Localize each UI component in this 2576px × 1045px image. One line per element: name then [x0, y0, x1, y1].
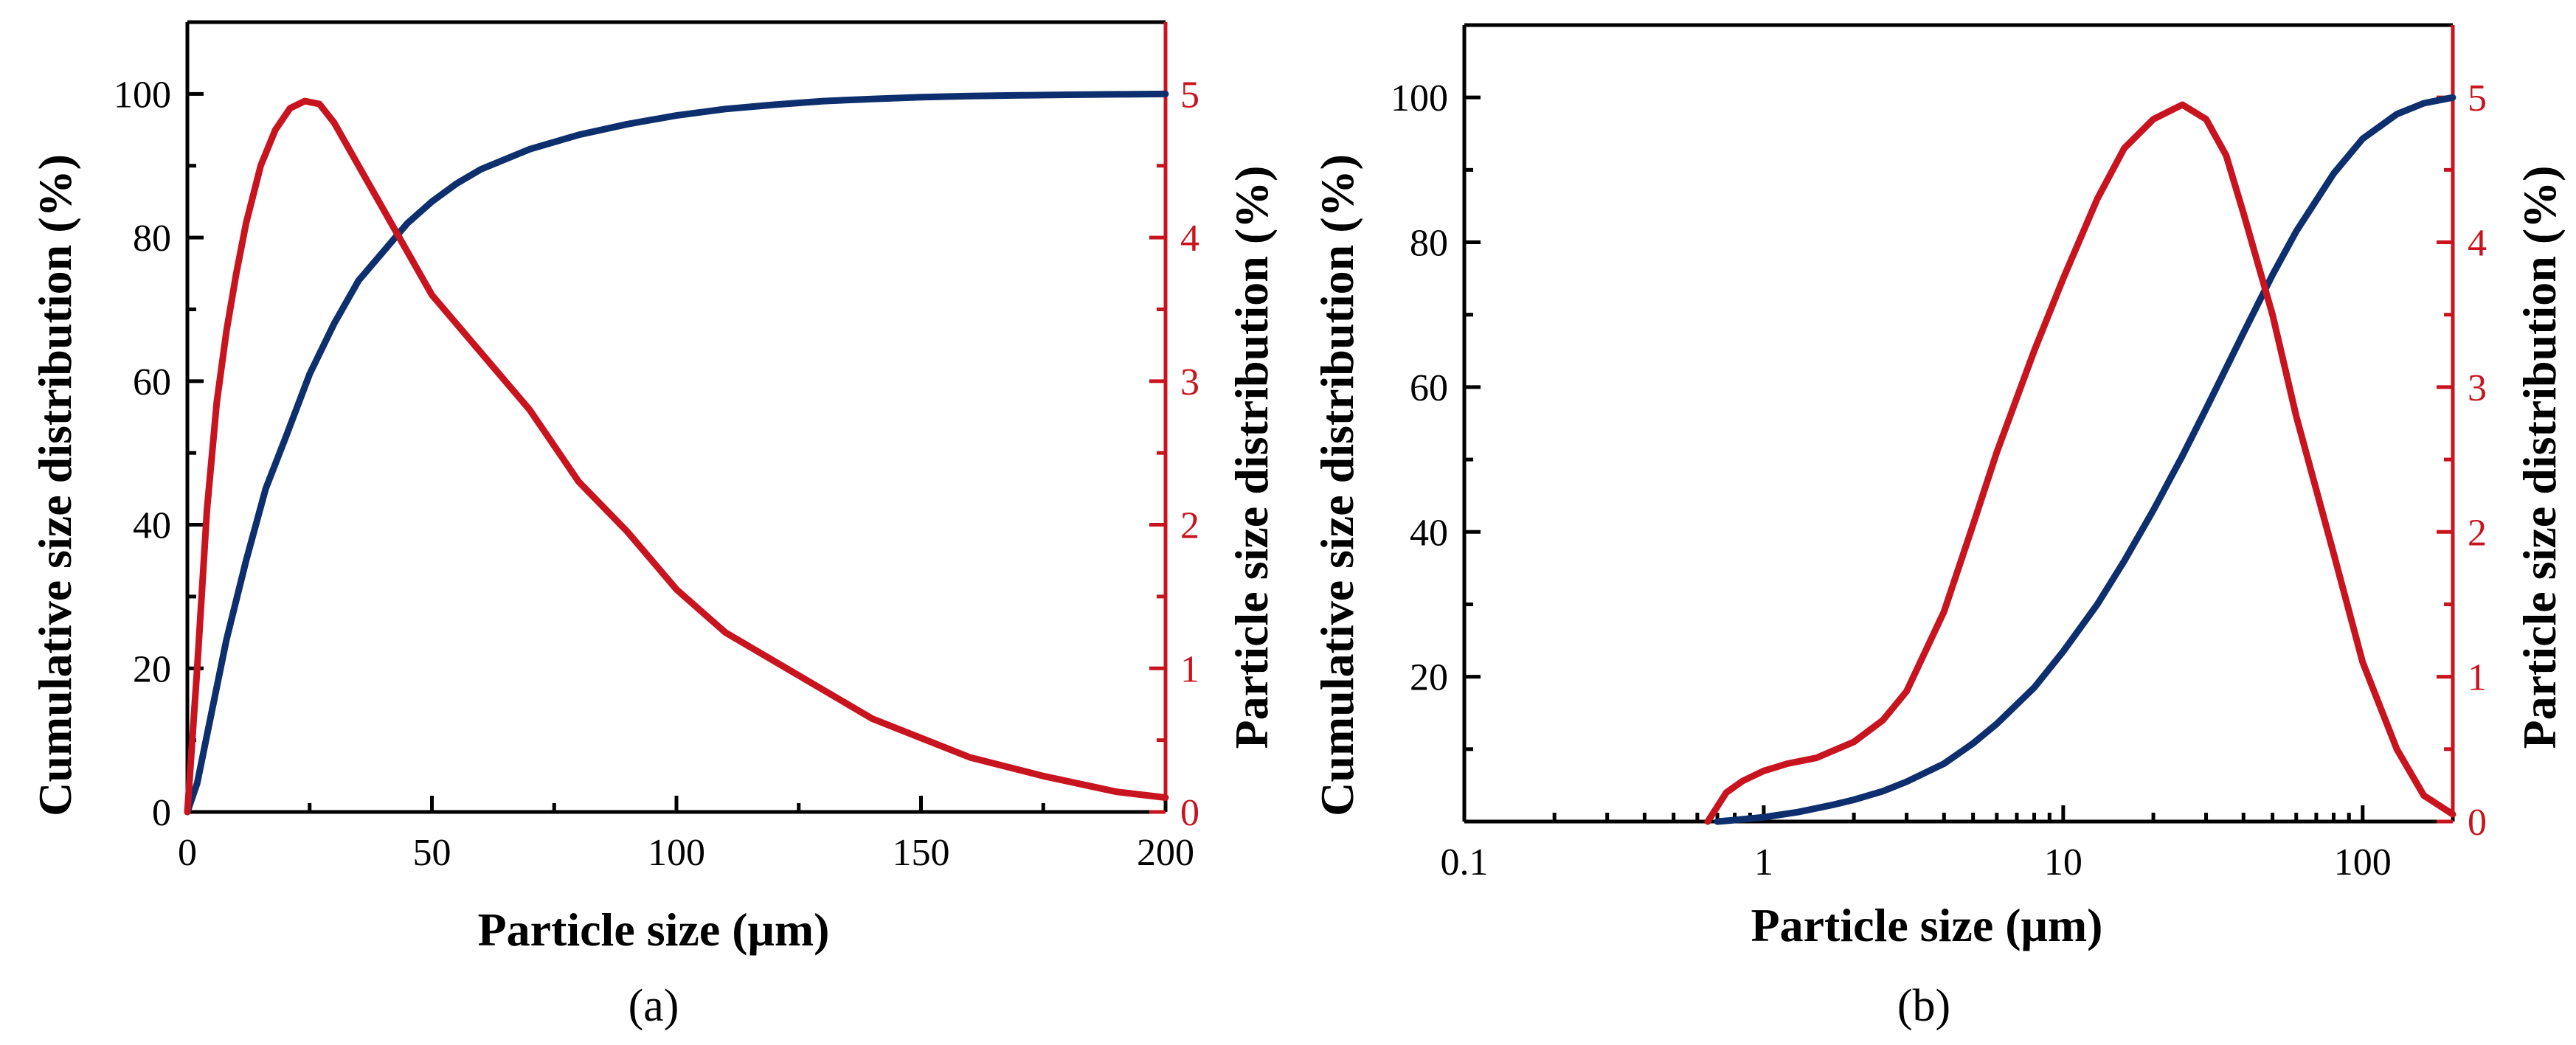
- panel-b-particle-series-line: [1704, 101, 2456, 825]
- panel-a-x-tick-label: 150: [893, 832, 950, 874]
- panel-b-y-left-tick-label: 20: [1410, 657, 1448, 699]
- panel-b-x-tick-label: 10: [2044, 841, 2082, 883]
- panel-b-y-right-tick-label: 3: [2468, 367, 2487, 409]
- panel-a-y-left-tick-label: 40: [133, 505, 171, 547]
- panel-b: 0.1 1 10 100 20 40 60 80 100 0 1 2 3 4 5: [1391, 23, 2487, 883]
- panel-b-y-left-tick-label: 60: [1410, 367, 1448, 409]
- panel-b-y-right-tick-label: 5: [2468, 77, 2487, 119]
- panel-b-y-right-axis-title: Particle size distribution (%): [2513, 166, 2566, 749]
- panel-b-y-right-tick-label: 2: [2468, 512, 2487, 554]
- panel-b-y-left-axis-title: Cumulative size distribution (%): [1311, 154, 1363, 816]
- panel-b-y-left-tick-label: 40: [1410, 512, 1448, 554]
- panel-a-y-right-tick-label: 4: [1180, 218, 1199, 260]
- panel-a-x-axis-title: Particle size (μm): [478, 903, 830, 956]
- panel-a-y-left-tick-label: 60: [133, 361, 171, 403]
- panel-b-y-right-tick-label: 0: [2468, 802, 2487, 844]
- panel-a-y-left-tick-label: 80: [133, 218, 171, 260]
- panel-a-y-left-tick-label: 100: [114, 74, 171, 116]
- panel-a-particle-series-line: [184, 97, 1169, 816]
- panel-a-x-tick-label: 0: [178, 832, 197, 874]
- panel-a-y-left-tick-label: 0: [152, 792, 171, 834]
- panel-a-x-tick-label: 200: [1137, 832, 1194, 874]
- panel-b-y-right-tick-label: 1: [2468, 657, 2487, 699]
- panel-a-y-right-tick-label: 5: [1180, 74, 1199, 116]
- panel-a-y-right-axis-title: Particle size distribution (%): [1225, 166, 1278, 749]
- panel-a-y-right-tick-label: 0: [1180, 792, 1199, 834]
- panel-a-y-right-tick-label: 1: [1180, 648, 1199, 690]
- panel-a-y-left-axis-title: Cumulative size distribution (%): [29, 154, 81, 816]
- panel-b-x-tick-label: 0.1: [1441, 841, 1489, 883]
- panel-b-x-tick-label: 100: [2334, 841, 2392, 883]
- panel-a-y-right-tick-label: 2: [1180, 505, 1199, 547]
- panel-b-x-tick-label: 1: [1754, 841, 1773, 883]
- panel-a-label: (a): [629, 981, 679, 1031]
- panel-b-y-right-tick-label: 4: [2468, 223, 2487, 265]
- panel-a-y-left-tick-label: 20: [133, 648, 171, 690]
- panel-a-cumulative-series-line: [184, 90, 1169, 816]
- panel-b-cumulative-series-line: [1714, 94, 2456, 825]
- panel-b-x-axis-title: Particle size (μm): [1751, 899, 2103, 951]
- panel-b-y-left-tick-label: 80: [1410, 223, 1448, 265]
- panel-b-label: (b): [1897, 981, 1950, 1031]
- panel-a-x-tick-label: 100: [648, 832, 705, 874]
- panel-a-x-tick-label: 50: [413, 832, 451, 874]
- panel-a-y-right-tick-label: 3: [1180, 361, 1199, 403]
- panel-b-y-left-tick-label: 100: [1391, 77, 1448, 119]
